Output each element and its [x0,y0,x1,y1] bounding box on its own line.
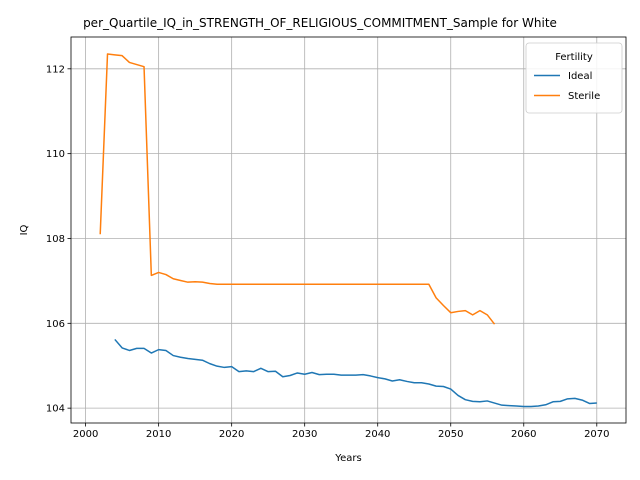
x-tick-label: 2020 [219,429,244,440]
y-tick-label: 104 [46,404,65,415]
y-tick-label: 106 [46,319,65,330]
y-tick-label: 108 [46,234,65,245]
y-tick-label: 110 [46,149,65,160]
plot-frame [70,36,627,424]
legend-label-sterile: Sterile [568,91,600,102]
y-tick-label: 112 [46,64,65,75]
x-tick-label: 2060 [511,429,536,440]
y-axis: 104 106 108 110 112 [46,64,71,415]
x-tick-label: 2030 [292,429,317,440]
y-axis-label: IQ [19,224,30,235]
x-axis: 2000 2010 2020 2030 2040 2050 2060 2070 [73,423,610,440]
x-axis-label: Years [334,453,361,464]
x-tick-label: 2050 [438,429,463,440]
legend-label-ideal: Ideal [568,71,592,82]
legend: Fertility Ideal Sterile [525,42,623,114]
x-tick-label: 2000 [73,429,98,440]
x-tick-label: 2070 [584,429,609,440]
series-line-sterile [99,53,496,325]
chart-title: per_Quartile_IQ_in_STRENGTH_OF_RELIGIOUS… [83,16,557,30]
x-tick-label: 2040 [365,429,390,440]
legend-title: Fertility [555,52,593,63]
series-line-ideal [114,338,597,408]
series-layer [99,53,597,408]
x-tick-label: 2010 [146,429,171,440]
